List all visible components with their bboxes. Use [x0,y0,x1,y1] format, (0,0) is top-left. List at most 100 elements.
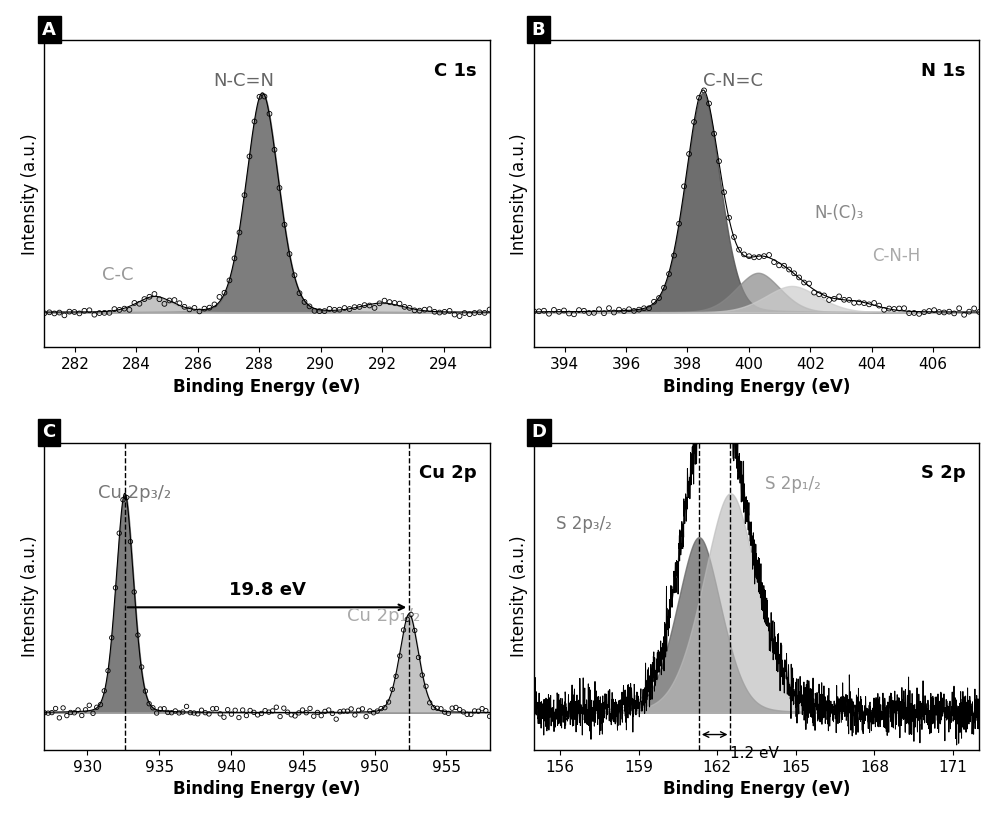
Point [211,291,227,304]
Point [706,127,722,140]
Point [676,180,692,193]
Point [871,299,887,312]
Point [381,695,397,708]
Point [208,702,224,715]
Point [223,708,239,721]
Point [246,115,262,128]
Point [586,306,602,319]
Point [384,683,400,696]
Point [220,704,236,717]
Point [238,709,254,722]
Text: C: C [42,423,55,441]
Point [317,705,333,718]
Point [478,704,494,717]
Point [591,303,607,316]
Point [134,660,150,673]
Point [891,302,907,315]
Text: Cu 2p₁/₂: Cu 2p₁/₂ [347,607,420,625]
Point [119,491,135,504]
Y-axis label: Intensity (a.u.): Intensity (a.u.) [21,536,39,657]
Text: N-(C)₃: N-(C)₃ [814,205,864,223]
Point [581,306,597,319]
Point [96,306,112,319]
Point [107,581,123,595]
Point [171,706,187,719]
Text: S 2p: S 2p [921,464,966,482]
Point [474,702,490,715]
Point [221,274,237,287]
Point [477,306,493,319]
Point [616,305,632,318]
Point [186,707,202,720]
Point [167,704,183,717]
Point [164,706,180,719]
Point [151,292,167,305]
Point [442,305,458,318]
Point [343,703,359,716]
Point [561,307,577,320]
Point [459,708,475,721]
Point [76,304,92,317]
Point [216,711,232,724]
Point [160,706,176,719]
Point [931,305,947,319]
Text: S 2p₁/₂: S 2p₁/₂ [765,475,821,493]
Point [236,188,252,201]
Point [541,307,557,320]
Point [766,256,782,269]
Point [362,299,378,312]
Point [601,301,617,314]
Point [175,705,191,718]
Point [337,301,353,314]
Text: Cu 2p₃/₂: Cu 2p₃/₂ [98,484,171,502]
Point [242,704,258,717]
Point [280,706,296,719]
Point [91,306,107,319]
Point [347,301,363,314]
Point [111,527,127,540]
Point [731,243,747,256]
Point [716,186,732,199]
Text: C-N-H: C-N-H [872,247,921,265]
Point [61,305,77,319]
Point [407,304,423,317]
Point [816,289,832,302]
Point [641,301,657,314]
Point [711,155,727,168]
Point [377,701,393,714]
Point [407,624,423,637]
Point [941,305,957,319]
Point [116,302,132,315]
Point [916,305,932,319]
Point [621,303,637,316]
Point [911,307,927,320]
Point [433,702,449,715]
Point [971,305,987,319]
Point [241,150,257,163]
Point [257,704,273,717]
Point [746,251,762,264]
Point [126,296,142,310]
Point [826,292,842,305]
Point [452,703,468,716]
Point [309,706,325,719]
Point [171,296,187,310]
Point [736,248,752,261]
Point [455,705,471,718]
Point [457,306,473,319]
Point [551,305,567,319]
Point [44,706,60,719]
Point [397,301,413,314]
Point [89,701,105,714]
Point [55,701,71,714]
Point [392,297,408,310]
Point [212,708,228,721]
Point [51,711,67,724]
Point [256,90,272,103]
Point [886,302,902,315]
Point [100,664,116,677]
Point [596,306,612,319]
Point [531,305,547,318]
Point [276,218,292,231]
Point [271,182,287,195]
